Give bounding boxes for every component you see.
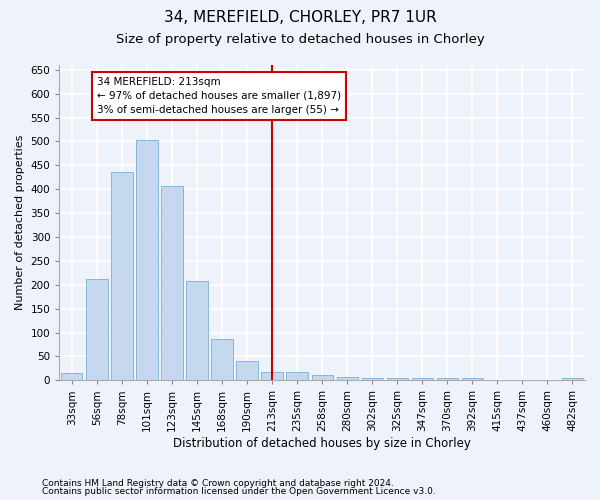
X-axis label: Distribution of detached houses by size in Chorley: Distribution of detached houses by size … — [173, 437, 471, 450]
Bar — [86, 279, 107, 380]
Text: Contains HM Land Registry data © Crown copyright and database right 2024.: Contains HM Land Registry data © Crown c… — [42, 478, 394, 488]
Bar — [286, 372, 308, 380]
Text: 34 MEREFIELD: 213sqm
← 97% of detached houses are smaller (1,897)
3% of semi-det: 34 MEREFIELD: 213sqm ← 97% of detached h… — [97, 77, 341, 115]
Bar — [337, 378, 358, 380]
Y-axis label: Number of detached properties: Number of detached properties — [15, 135, 25, 310]
Bar — [211, 338, 233, 380]
Bar — [236, 361, 258, 380]
Bar — [462, 378, 483, 380]
Text: Size of property relative to detached houses in Chorley: Size of property relative to detached ho… — [116, 32, 484, 46]
Bar — [412, 378, 433, 380]
Bar — [386, 378, 408, 380]
Bar — [362, 378, 383, 380]
Text: Contains public sector information licensed under the Open Government Licence v3: Contains public sector information licen… — [42, 487, 436, 496]
Bar — [187, 282, 208, 380]
Text: 34, MEREFIELD, CHORLEY, PR7 1UR: 34, MEREFIELD, CHORLEY, PR7 1UR — [164, 10, 436, 25]
Bar — [311, 375, 333, 380]
Bar — [437, 378, 458, 380]
Bar — [262, 372, 283, 380]
Bar — [61, 373, 82, 380]
Bar — [161, 186, 182, 380]
Bar — [562, 378, 583, 380]
Bar — [136, 140, 158, 380]
Bar — [111, 172, 133, 380]
